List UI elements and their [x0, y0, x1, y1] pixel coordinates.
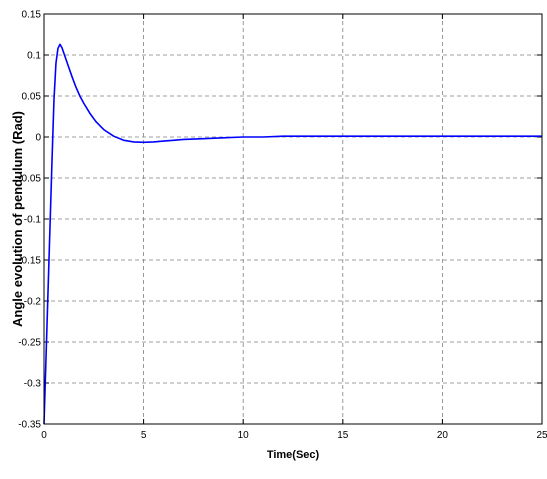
x-tick-label: 20 [437, 430, 449, 441]
y-tick-label: -0.15 [18, 256, 41, 267]
y-tick-label: -0.2 [24, 297, 42, 308]
y-axis: 0.15 0.1 0.05 0 -0.05 -0.1 -0.15 -0.2 -0.25 -0.3 -… [18, 10, 542, 431]
x-tick-label: 15 [337, 430, 349, 441]
x-tick-label: 25 [536, 430, 547, 441]
grid [44, 14, 542, 424]
y-tick-label: -0.05 [18, 174, 41, 185]
x-tick-label: 5 [141, 430, 147, 441]
y-tick-label: 0.15 [22, 10, 42, 21]
series-group [43, 43, 542, 425]
y-axis-label: Angle evolution of pendulum (Rad) [10, 111, 25, 327]
x-axis-label: Time(Sec) [267, 449, 320, 461]
y-tick-label: -0.25 [18, 338, 41, 349]
y-tick-label: -0.35 [18, 420, 41, 431]
y-tick-label: 0 [35, 133, 41, 144]
y-tick-label: -0.1 [24, 215, 42, 226]
y-tick-label: 0.05 [22, 92, 42, 103]
series-line-angle [43, 43, 542, 425]
x-tick-label: 10 [238, 430, 250, 441]
x-tick-label: 0 [41, 430, 47, 441]
y-tick-label: -0.3 [24, 379, 42, 390]
y-tick-label: 0.1 [27, 51, 41, 62]
plot-frame [43, 13, 543, 425]
